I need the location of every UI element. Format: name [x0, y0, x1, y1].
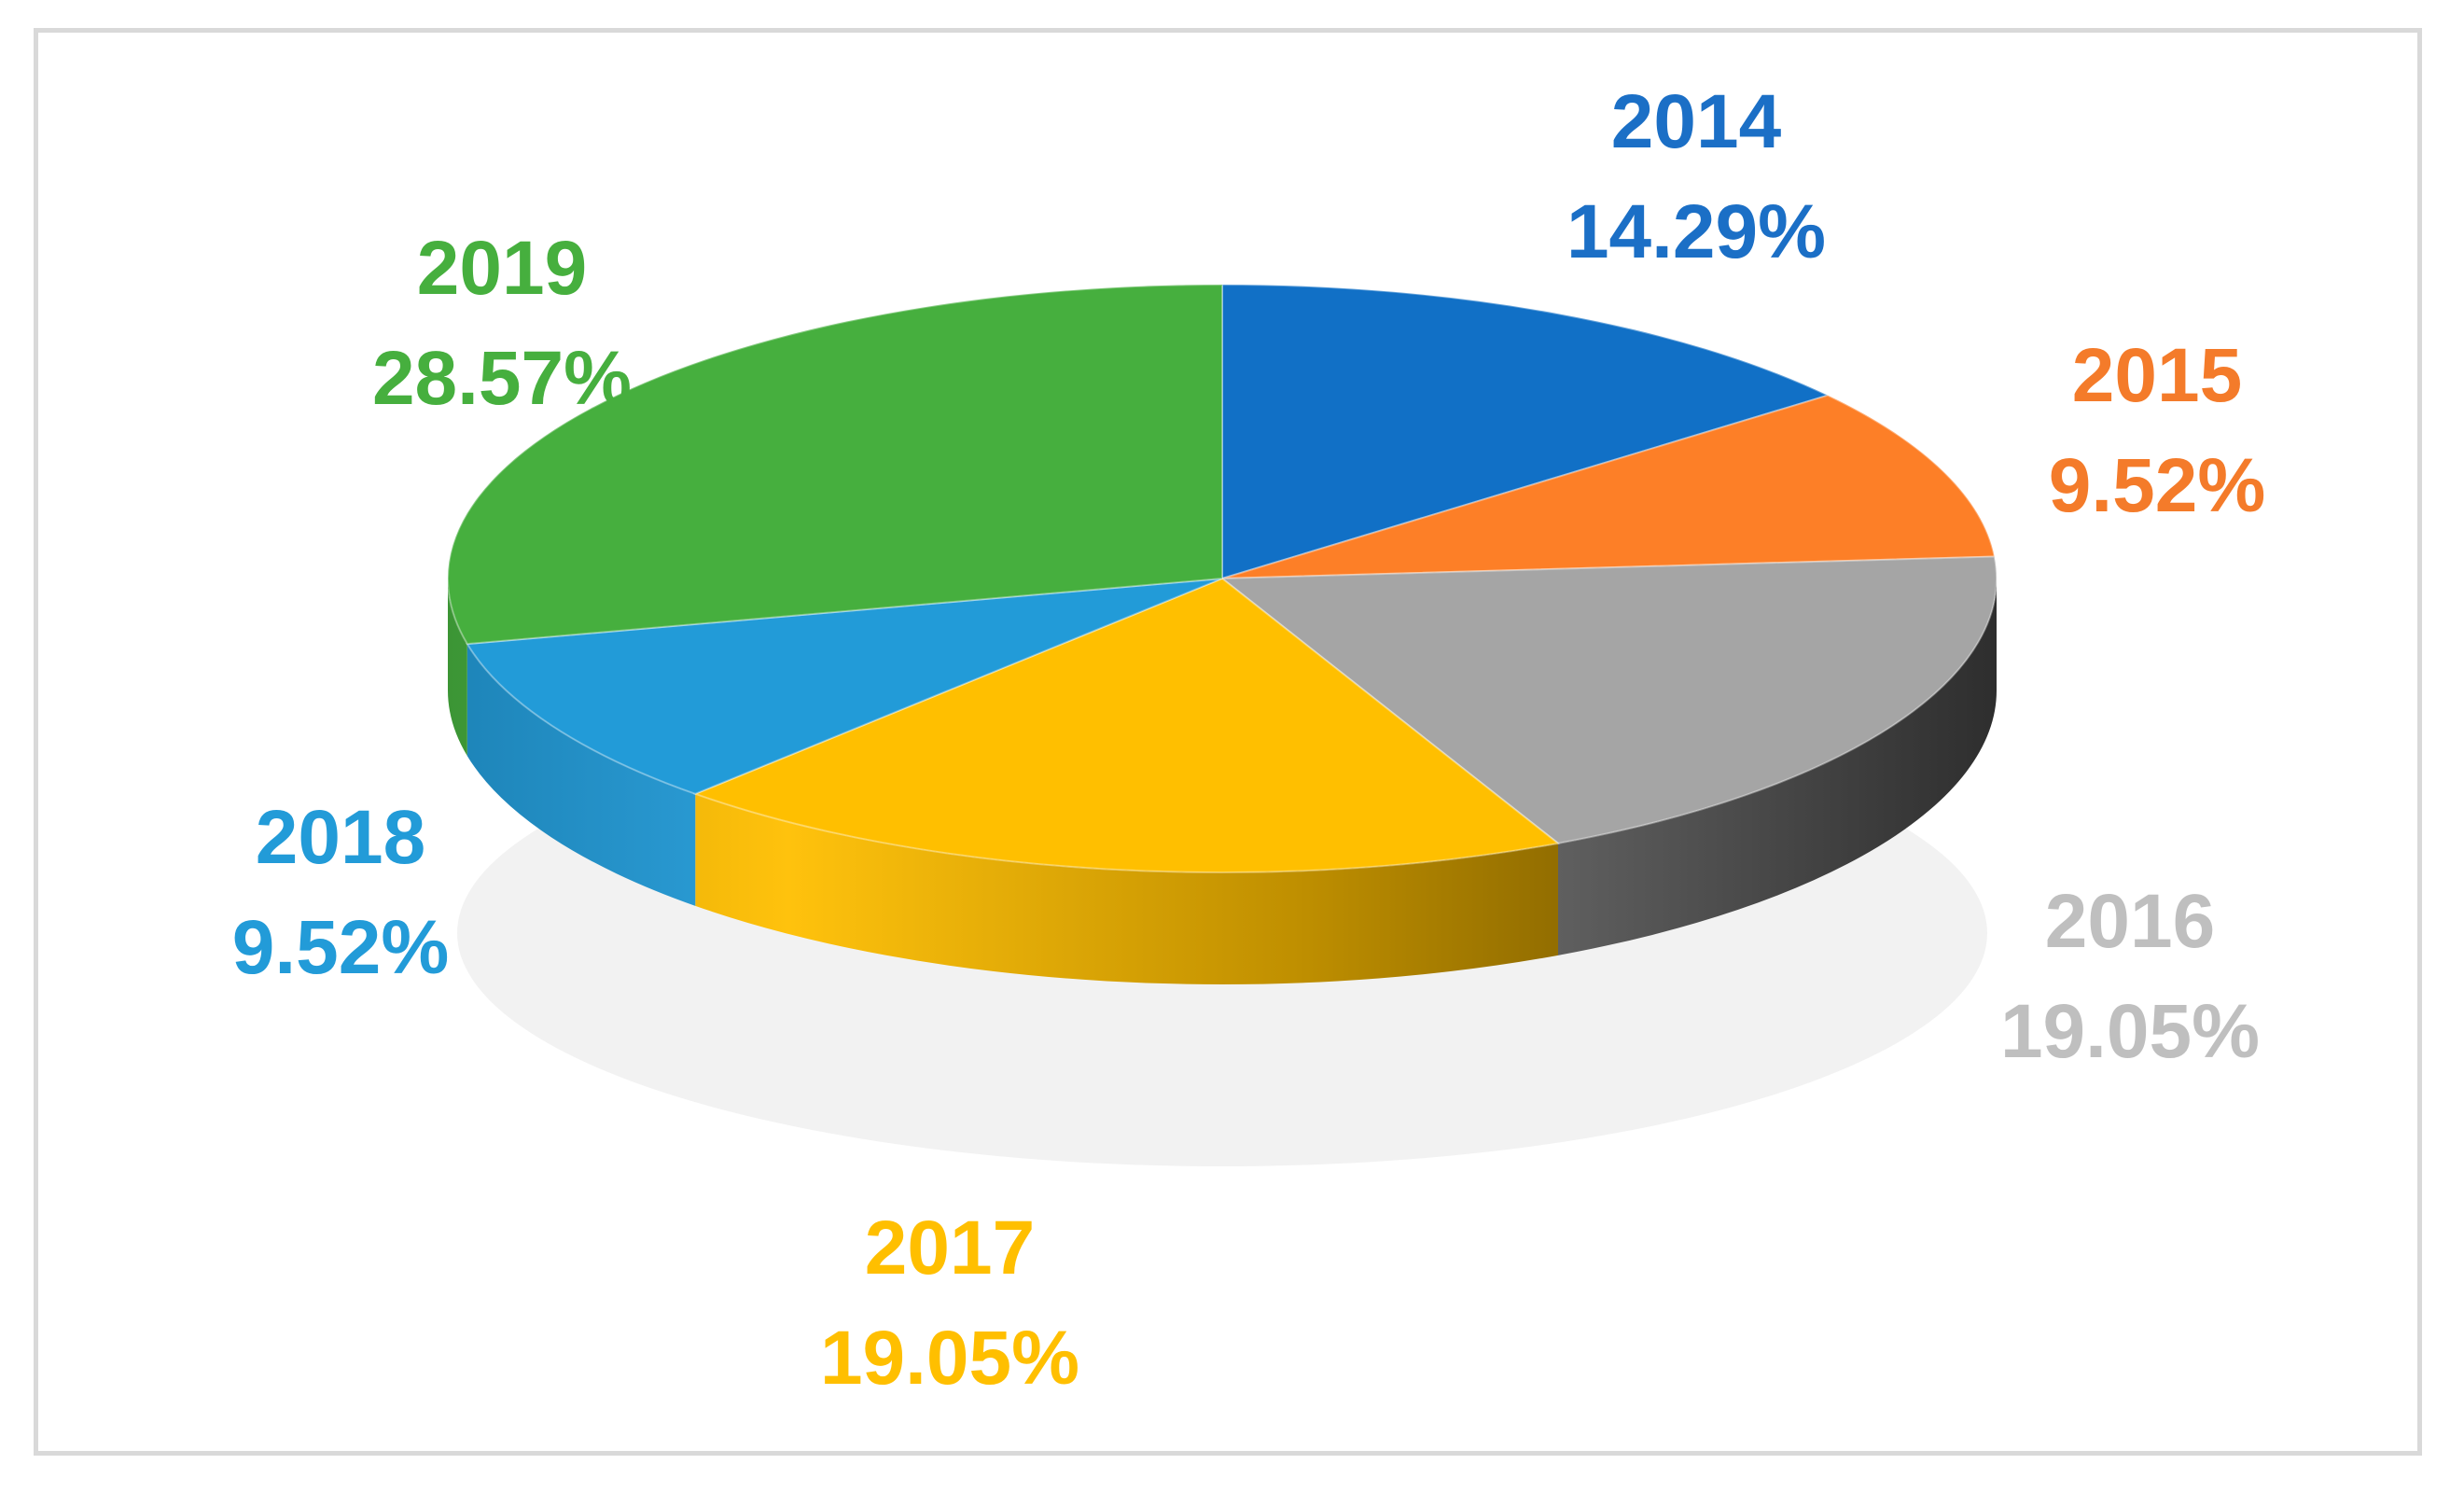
- pie-slice-2017: [692, 577, 1561, 873]
- slice-value-2017: 19.05%: [820, 1316, 1079, 1401]
- slice-label-2017: 2017: [865, 1206, 1035, 1290]
- pie-side-2018: [466, 644, 696, 906]
- slice-value-2014: 14.29%: [1566, 189, 1826, 274]
- pie-slice-2019: [447, 283, 1223, 646]
- pie-slice-2016: [1219, 555, 1998, 844]
- slice-value-2015: 9.52%: [2049, 443, 2266, 528]
- slice-value-2016: 19.05%: [2000, 989, 2260, 1074]
- pie-slice-2015: [1221, 394, 1996, 579]
- pie-labels: 2014 14.29% 2015 9.52% 2016 19.05% 2017 19.05% 2…: [232, 79, 2266, 1401]
- pie-sides: [448, 579, 1997, 984]
- slice-label-2019: 2019: [417, 226, 587, 311]
- slice-label-2016: 2016: [2045, 879, 2215, 964]
- pie-side-2019: [448, 579, 467, 757]
- pie-side-2016: [1557, 579, 1997, 955]
- slice-value-2018: 9.52%: [232, 905, 450, 990]
- pie-slice-2014: [1221, 283, 1831, 580]
- slice-label-2018: 2018: [256, 795, 425, 880]
- slice-value-2019: 28.57%: [372, 336, 632, 421]
- pie-side-2017: [695, 793, 1558, 984]
- slice-label-2014: 2014: [1611, 79, 1782, 164]
- pie-tops: [447, 283, 1998, 873]
- pie-slice-2018: [466, 578, 1223, 795]
- slice-label-2015: 2015: [2072, 333, 2242, 418]
